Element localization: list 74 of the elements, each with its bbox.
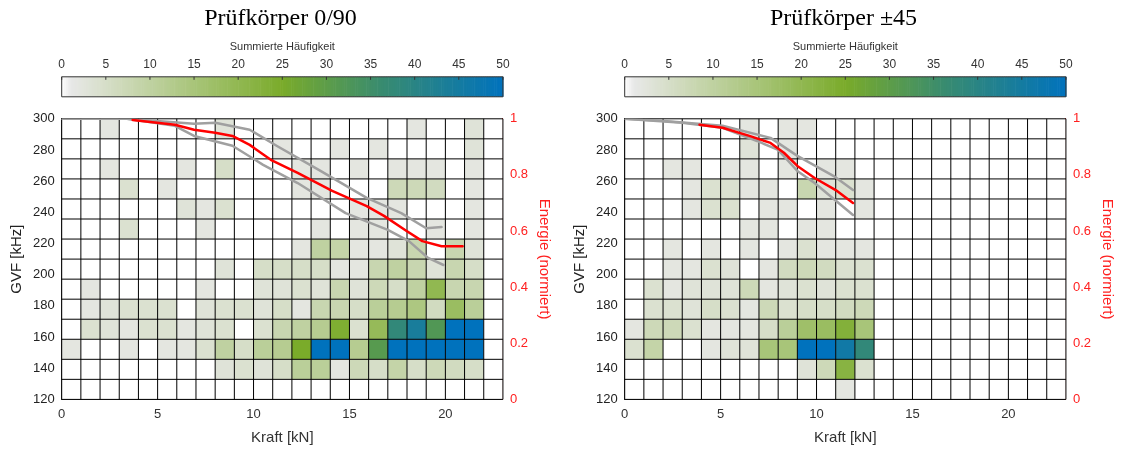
color-bar-label: 25: [838, 57, 853, 72]
y-tick-label: 220: [595, 235, 618, 251]
color-bar-label: 0: [58, 57, 66, 72]
color-bar-label: 25: [275, 57, 290, 72]
color-bar-label: 45: [1015, 57, 1029, 72]
color-bar-label: 50: [496, 57, 510, 72]
y2-tick-label: 0.2: [509, 334, 529, 350]
color-bar-label: 20: [231, 57, 246, 72]
x-tick-label: 0: [621, 405, 629, 421]
x-tick-label: 0: [58, 405, 66, 421]
color-bar-label: 35: [926, 57, 941, 72]
y-axis-title: GVF [kHz]: [570, 224, 588, 294]
y-tick-label: 140: [32, 359, 55, 375]
x-tick-label: 20: [1001, 405, 1016, 421]
y2-tick-label: 1: [1072, 110, 1081, 126]
color-bar-label: 0: [621, 57, 629, 72]
y2-tick-label: 0.8: [1072, 166, 1092, 182]
color-bar-title: Summierte Häufigkeit: [229, 40, 335, 53]
y2-axis-title: Energie (normiert): [1099, 198, 1117, 320]
y2-tick-label: 0.6: [509, 222, 529, 238]
color-bar-label: 30: [882, 57, 897, 72]
color-bar-label: 5: [102, 57, 110, 72]
color-bar-label: 10: [706, 57, 720, 72]
x-tick-label: 15: [342, 405, 357, 421]
y2-tick-label: 1: [509, 110, 518, 126]
y2-tick-label: 0.8: [509, 166, 529, 182]
color-bar-label: 15: [750, 57, 765, 72]
y-tick-label: 280: [595, 141, 618, 157]
y-tick-label: 260: [595, 172, 618, 188]
y-tick-label: 280: [32, 141, 55, 157]
color-bar-label: 10: [143, 57, 157, 72]
x-tick-label: 5: [716, 405, 725, 421]
color-bar-label: 20: [794, 57, 809, 72]
color-bar-label: 40: [408, 57, 422, 72]
x-tick-label: 15: [905, 405, 920, 421]
color-bar-label: 45: [452, 57, 466, 72]
y2-tick-label: 0.2: [1072, 334, 1092, 350]
color-bar-label: 50: [1059, 57, 1073, 72]
color-bar-label: 15: [187, 57, 202, 72]
y-tick-label: 240: [595, 203, 618, 219]
y-tick-label: 300: [32, 110, 55, 126]
color-bar-label: 30: [319, 57, 334, 72]
y-tick-label: 140: [595, 359, 618, 375]
color-bar-label: 40: [971, 57, 985, 72]
chart-title: Prüfkörper 0/90: [204, 3, 357, 30]
y-tick-label: 160: [595, 328, 618, 344]
x-axis-title: Kraft [kN]: [251, 428, 314, 446]
y-axis-title: GVF [kHz]: [7, 224, 25, 294]
x-tick-label: 5: [153, 405, 162, 421]
x-axis-title: Kraft [kN]: [814, 428, 877, 446]
y-tick-label: 180: [595, 297, 618, 313]
y-tick-label: 180: [32, 297, 55, 313]
y-tick-label: 160: [32, 328, 55, 344]
chart-title: Prüfkörper ±45: [769, 3, 918, 30]
y2-axis-title: Energie (normiert): [536, 198, 554, 320]
x-tick-label: 20: [438, 405, 453, 421]
y2-tick-label: 0: [509, 390, 518, 406]
y-tick-label: 200: [32, 266, 55, 282]
color-bar-label: 35: [363, 57, 378, 72]
x-tick-label: 10: [809, 405, 824, 421]
color-bar-label: 5: [665, 57, 673, 72]
y-tick-label: 220: [32, 235, 55, 251]
y-tick-label: 120: [32, 390, 55, 406]
x-tick-label: 10: [246, 405, 261, 421]
y-tick-label: 260: [32, 172, 55, 188]
y2-tick-label: 0: [1072, 390, 1081, 406]
y2-tick-label: 0.4: [1072, 278, 1092, 294]
y-tick-label: 240: [32, 203, 55, 219]
y-tick-label: 300: [595, 110, 618, 126]
y-tick-label: 200: [595, 266, 618, 282]
y2-tick-label: 0.4: [509, 278, 529, 294]
color-bar-title: Summierte Häufigkeit: [792, 40, 898, 53]
y2-tick-label: 0.6: [1072, 222, 1092, 238]
y-tick-label: 120: [595, 390, 618, 406]
